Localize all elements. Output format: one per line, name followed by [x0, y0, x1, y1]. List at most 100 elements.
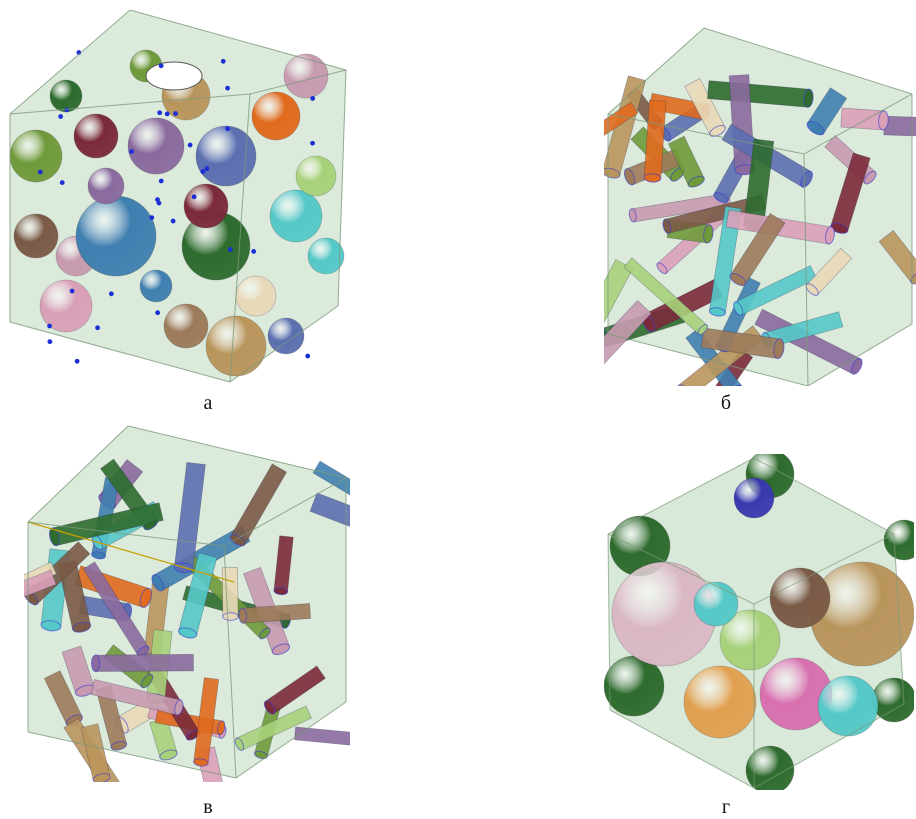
large-sphere-packing-cube [604, 454, 914, 790]
cylinder-particle-cap [733, 301, 744, 316]
center-marker [58, 114, 64, 119]
cylinder-particle-cap [110, 740, 128, 751]
sphere-packing-cube [9, 9, 347, 383]
sphere-particle [235, 275, 277, 317]
cube-d-edge [607, 533, 755, 605]
cylinder-particle-cap [656, 262, 668, 275]
cylinder-particle-cap [729, 272, 747, 287]
panel-b [604, 24, 916, 386]
cube-d-edge [607, 533, 611, 711]
sphere-particle [127, 117, 185, 175]
sphere-particle [139, 269, 173, 303]
center-marker [158, 178, 164, 184]
cube-b-edge [803, 153, 809, 386]
sphere-particle [693, 581, 739, 627]
cube-b-edge [607, 113, 805, 155]
panel-d [604, 454, 914, 790]
cylinder-particle [309, 492, 350, 527]
corner-sphere-cut [883, 519, 914, 561]
cylinder-packing-cube-b [24, 425, 350, 782]
cylinder-particle-cap [92, 773, 111, 782]
cylinder-particle-cap [687, 175, 705, 188]
sphere-particle [251, 91, 301, 141]
sphere-particle [267, 317, 305, 355]
center-marker [155, 197, 160, 203]
cut-section [145, 61, 203, 91]
cylinder-particle-cap [151, 574, 165, 592]
sphere-particle [283, 53, 329, 99]
center-marker [69, 288, 75, 294]
cylinder-particle-cap [139, 587, 152, 608]
center-marker [225, 85, 230, 91]
center-marker [158, 63, 164, 69]
center-marker [108, 291, 114, 297]
cylinder-particle-cap [863, 170, 877, 185]
cylinder-particle-cap [140, 673, 154, 689]
sphere-particle [269, 189, 323, 243]
center-marker [47, 323, 52, 329]
axis-line [27, 521, 235, 583]
panel-a [6, 6, 350, 386]
cube-d-edge [607, 457, 755, 535]
center-marker [227, 247, 233, 252]
sphere-particle [195, 125, 257, 187]
cylinder-particle-cap [174, 699, 184, 716]
cube-d-edge [753, 457, 895, 535]
center-marker [310, 140, 315, 146]
sphere-particle [183, 183, 229, 229]
center-marker [220, 58, 226, 64]
center-marker [305, 353, 311, 359]
cylinder-particle-cap [662, 218, 672, 234]
cube-b-edge [803, 93, 913, 155]
cylinder-particle-cap [643, 173, 662, 183]
cylinder-particle-cap [713, 192, 729, 204]
cylinder-particle-cap [708, 307, 726, 317]
cylinder-particle-cap [623, 168, 636, 186]
cylinder-particle-cap [193, 758, 209, 767]
cube-c-edge [235, 701, 347, 779]
cylinder-particle-cap [628, 208, 637, 223]
center-marker [164, 111, 170, 117]
cube-a-edge [9, 9, 131, 115]
center-marker [191, 194, 197, 200]
corner-sphere-cut [871, 677, 914, 723]
cylinder-particle-cap [800, 170, 814, 188]
center-marker [47, 339, 53, 345]
caption-d: г [721, 796, 731, 818]
center-marker [37, 169, 43, 175]
center-marker [59, 180, 65, 185]
center-marker [95, 325, 100, 331]
cylinder-particle-cap [697, 324, 708, 336]
center-marker [225, 126, 230, 132]
sphere-particle [719, 609, 781, 671]
cylinder-particle [312, 460, 350, 496]
cylinder-packing-cube-a [604, 27, 916, 386]
cylinder-particle-cap [703, 224, 714, 244]
caption-b: б [720, 392, 732, 414]
cube-d-edge [609, 709, 755, 789]
cube-a-edge [229, 93, 251, 383]
cylinder-particle [294, 726, 350, 746]
sphere-particle [769, 567, 831, 629]
cylinder-particle-cap [263, 700, 276, 715]
cube-c-edge [223, 477, 347, 547]
cube-b-edge [607, 27, 705, 115]
cylinder-particle-cap [234, 737, 245, 751]
cylinder-particle-cap [773, 338, 785, 359]
cube-d-edge [753, 703, 905, 789]
center-marker [157, 110, 163, 116]
sphere-particle [75, 195, 157, 277]
cube-a-edge [249, 69, 347, 95]
sphere-particle [87, 167, 125, 205]
cylinder-particle-cap [159, 749, 178, 761]
cylinder-particle [95, 654, 194, 672]
center-marker [173, 111, 178, 116]
sphere-particle [683, 665, 757, 739]
center-marker [204, 166, 210, 171]
cylinder-particle-cap [805, 283, 819, 296]
sphere-particle [49, 79, 83, 113]
caption-a: а [203, 392, 213, 414]
cube-b-edge [703, 27, 913, 95]
cylinder-particle-cap [803, 88, 814, 108]
cube-b-edge [607, 333, 809, 386]
